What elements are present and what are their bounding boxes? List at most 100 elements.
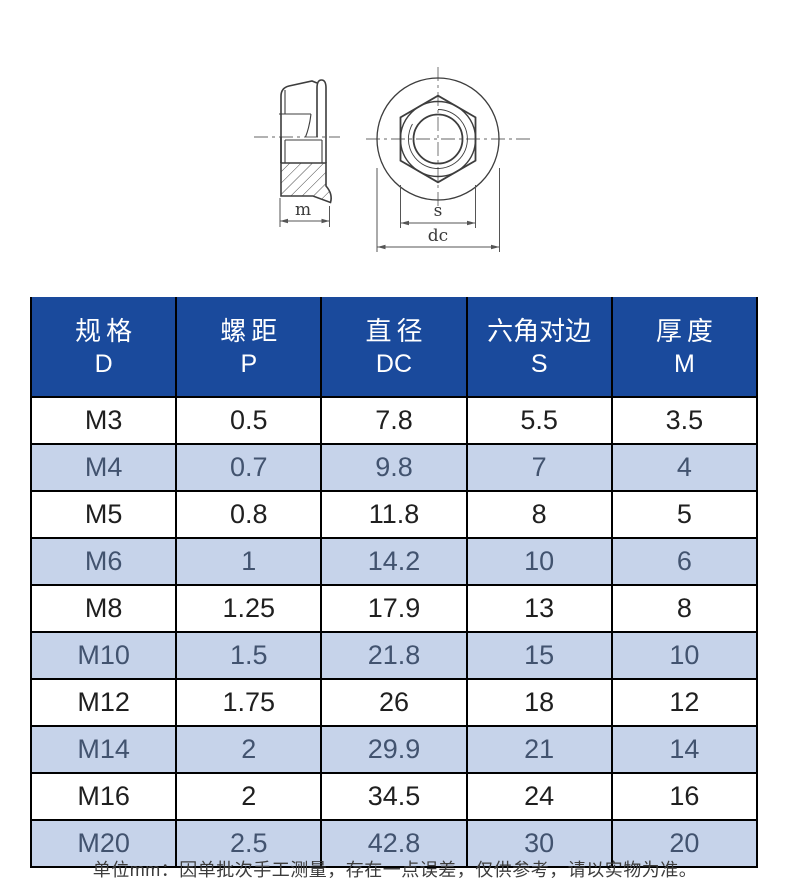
table-row: M16 2 34.5 24 16 (29, 772, 759, 821)
table-cell: 12 (610, 678, 759, 727)
body-walls (280, 137, 327, 163)
table-cell: 0.8 (175, 490, 323, 539)
bore-circle (412, 113, 464, 165)
cone-edge (316, 79, 327, 137)
table-cell: 30 (465, 819, 613, 868)
thread-circle (408, 109, 468, 169)
table-row: M20 2.5 42.8 30 20 (29, 819, 759, 868)
table-cell: 7 (465, 443, 613, 492)
table-row: M8 1.25 17.9 13 8 (29, 584, 759, 633)
arrow-right (321, 218, 330, 224)
table-cell: 21 (465, 725, 613, 774)
spec-table-header: 规格 D 螺距 P 直径 DC 六角对边 S 厚度 M (29, 297, 759, 398)
table-row: M6 1 14.2 10 6 (29, 537, 759, 586)
flange-outer-circle (376, 77, 500, 201)
arrow-left (400, 220, 409, 226)
column-header-symbol: D (94, 350, 113, 379)
table-cell: 5 (610, 490, 759, 539)
dimension-s: s (400, 185, 476, 228)
table-cell: 1.25 (175, 584, 323, 633)
table-cell: 14 (610, 725, 759, 774)
table-row: M4 0.7 9.8 7 4 (29, 443, 759, 492)
column-header-zh: 规格 (75, 315, 138, 346)
table-cell: 2.5 (175, 819, 323, 868)
table-cell: 0.7 (175, 443, 323, 492)
column-header-s: 六角对边 S (465, 297, 613, 398)
table-cell: 13 (465, 584, 613, 633)
table-cell: 5.5 (465, 396, 613, 445)
table-cell: 14.2 (320, 537, 468, 586)
column-header-symbol: P (240, 350, 258, 379)
table-cell: 20 (610, 819, 759, 868)
table-cell: 21.8 (320, 631, 468, 680)
column-header-zh: 厚度 (655, 315, 718, 346)
table-cell: M3 (29, 396, 178, 445)
table-cell: 10 (465, 537, 613, 586)
table-cell: 18 (465, 678, 613, 727)
table-cell: 8 (610, 584, 759, 633)
column-header-dc: 直径 DC (320, 297, 468, 398)
arrow-right (491, 244, 500, 250)
table-cell: 42.8 (320, 819, 468, 868)
nut-body-outline (280, 80, 318, 163)
table-cell: M8 (29, 584, 178, 633)
header-row: 规格 D 螺距 P 直径 DC 六角对边 S 厚度 M (29, 297, 759, 398)
label-m: m (295, 200, 311, 220)
table-cell: 24 (465, 772, 613, 821)
table-row: M3 0.5 7.8 5.5 3.5 (29, 396, 759, 445)
table-cell: 6 (610, 537, 759, 586)
dimension-m: m (279, 198, 330, 227)
spec-table-body: M3 0.5 7.8 5.5 3.5 M4 0.7 9.8 7 4 M5 0.8 11.8 8 5 M6 1 14… (29, 396, 759, 868)
arrow-right (467, 220, 476, 226)
table-cell: 16 (610, 772, 759, 821)
table-cell: M4 (29, 443, 178, 492)
table-cell: 9.8 (320, 443, 468, 492)
table-cell: 29.9 (320, 725, 468, 774)
column-header-d: 规格 D (29, 297, 178, 398)
table-cell: 17.9 (320, 584, 468, 633)
unit-note: 单位mm：因单批次手工测量，存在一点误差，仅供参考，请以实物为准。 (92, 860, 698, 880)
bore-walls (284, 139, 323, 163)
table-cell: M16 (29, 772, 178, 821)
column-header-symbol: DC (375, 350, 413, 379)
table-cell: 3.5 (610, 396, 759, 445)
table-cell: 1.75 (175, 678, 323, 727)
table-cell: 1 (175, 537, 323, 586)
side-view: m (254, 79, 340, 227)
table-cell: 15 (465, 631, 613, 680)
table-cell: 10 (610, 631, 759, 680)
label-dc: dc (428, 226, 448, 246)
table-cell: 1.5 (175, 631, 323, 680)
table-cell: 34.5 (320, 772, 468, 821)
table-cell: M12 (29, 678, 178, 727)
column-header-p: 螺距 P (175, 297, 323, 398)
arrow-left (377, 244, 386, 250)
table-row: M5 0.8 11.8 8 5 (29, 490, 759, 539)
table-cell: 2 (175, 725, 323, 774)
column-header-zh: 六角对边 (487, 315, 592, 346)
hexagon (399, 94, 477, 184)
table-cell: M20 (29, 819, 178, 868)
top-view: s dc (366, 67, 533, 252)
table-cell: 2 (175, 772, 323, 821)
label-s: s (434, 201, 443, 221)
table-cell: 4 (610, 443, 759, 492)
arrow-left (280, 218, 288, 224)
table-cell: M6 (29, 537, 178, 586)
column-header-m: 厚度 M (610, 297, 759, 398)
table-cell: 8 (465, 490, 613, 539)
table-row: M14 2 29.9 21 14 (29, 725, 759, 774)
table-cell: 0.5 (175, 396, 323, 445)
table-cell: M5 (29, 490, 178, 539)
table-cell: 11.8 (320, 490, 468, 539)
table-cell: M10 (29, 631, 178, 680)
hex-facet-lines (279, 90, 312, 138)
dimension-dc: dc (376, 168, 500, 252)
table-cell: 26 (320, 678, 468, 727)
table-cell: 7.8 (320, 396, 468, 445)
column-header-symbol: M (673, 350, 695, 379)
flange-section-hatched (280, 162, 332, 204)
column-header-symbol: S (530, 350, 548, 379)
table-cell: M14 (29, 725, 178, 774)
